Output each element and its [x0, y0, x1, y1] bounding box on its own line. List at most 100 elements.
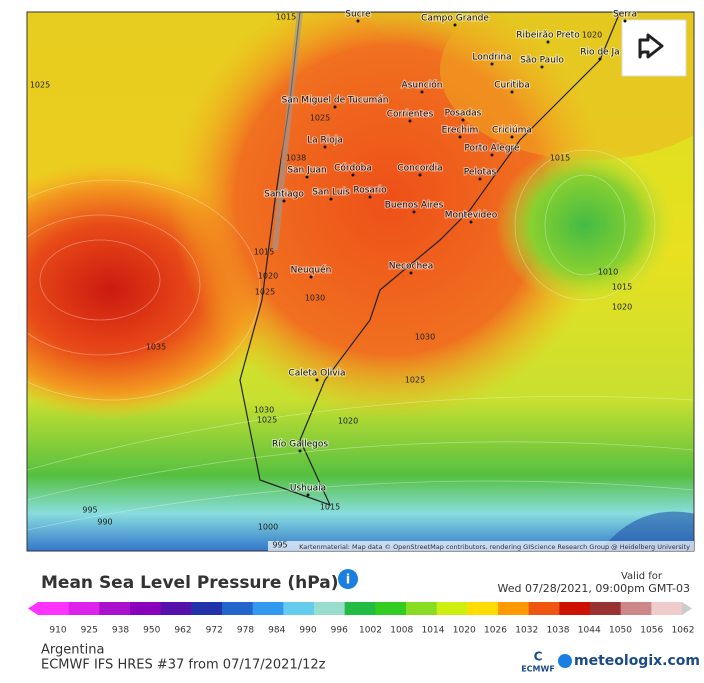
attribution-bg: [268, 541, 694, 551]
legend-swatch: [252, 602, 284, 615]
city-label: Londrina: [472, 53, 511, 63]
city-dot: [490, 153, 494, 157]
city-label: Serra: [613, 10, 637, 20]
isobar-label: 1030: [305, 294, 325, 303]
city-label: Asunción: [402, 80, 443, 91]
city-label: Montevideo: [445, 211, 498, 221]
svg-text:i: i: [346, 573, 350, 588]
valid-time: Wed 07/28/2021, 09:00pm GMT-03: [498, 582, 690, 595]
city-dot: [540, 65, 544, 69]
legend-label: 1026: [484, 626, 507, 636]
share-button[interactable]: [621, 19, 687, 77]
city-label: Buenos Aires: [385, 201, 444, 211]
legend-swatch: [68, 602, 100, 615]
isobar-label: 1038: [286, 154, 306, 163]
city-label: Neuquén: [291, 265, 332, 276]
isobar-label: 1015: [550, 154, 570, 163]
isobar-label: 1020: [258, 272, 278, 281]
city-label: San Miguel de Tucumán: [282, 96, 389, 106]
city-dot: [469, 220, 473, 224]
legend-label: 972: [206, 626, 223, 636]
city-label: Porto Alegre: [464, 144, 520, 154]
svg-text:C: C: [534, 650, 543, 664]
isobar-label: 1015: [612, 283, 632, 292]
legend-swatch: [191, 602, 223, 615]
city-label: Rosario: [353, 186, 387, 196]
isobar-label: 1035: [146, 343, 166, 352]
info-icon[interactable]: i: [338, 569, 358, 589]
legend-label: 1038: [547, 626, 570, 636]
isobar-label: 995: [272, 541, 287, 550]
city-dot: [356, 19, 360, 23]
city-dot: [490, 62, 494, 66]
legend-swatch: [620, 602, 652, 615]
legend-swatch: [406, 602, 438, 615]
isobar-label: 1010: [598, 268, 618, 277]
region: Argentina: [41, 643, 104, 658]
legend-swatch: [436, 602, 468, 615]
isobar-label: 995: [82, 506, 97, 515]
city-label: La Rioja: [307, 136, 343, 146]
city-label: Ushuaia: [290, 484, 326, 494]
isobar-label: 1015: [320, 503, 340, 512]
city-label: Pelotas: [464, 168, 497, 178]
city-label: Santiago: [264, 190, 304, 200]
city-dot: [298, 449, 302, 453]
legend-swatch: [130, 602, 162, 615]
isobar-label: 1020: [582, 31, 602, 40]
city-dot: [510, 135, 514, 139]
city-label: Posadas: [445, 109, 482, 119]
city-label: San Luis: [312, 188, 350, 198]
city-dot: [420, 90, 424, 94]
city-dot: [418, 173, 422, 177]
legend-label: 978: [237, 626, 254, 636]
legend-label: 1062: [672, 626, 695, 636]
legend-label: 1020: [453, 626, 476, 636]
legend-label: 984: [268, 626, 285, 636]
isobar-label: 1025: [310, 114, 330, 123]
legend-label: 1032: [515, 626, 538, 636]
legend-label: 925: [81, 626, 98, 636]
legend-label: 1050: [609, 626, 632, 636]
legend-swatch: [498, 602, 530, 615]
legend-title: Mean Sea Level Pressure (hPa): [41, 573, 338, 593]
legend-swatch: [99, 602, 131, 615]
isobar-label: 1020: [338, 417, 358, 426]
isobar-label: 1000: [258, 523, 278, 532]
legend-label: 990: [299, 626, 316, 636]
city-dot: [408, 119, 412, 123]
ecmwf-logo: C ECMWF: [521, 650, 555, 674]
ecmwf-text: ECMWF: [521, 665, 555, 674]
isobar-label: 1020: [612, 303, 632, 312]
isobar-label: 1025: [257, 416, 277, 425]
city-label: Erechim: [442, 126, 479, 136]
isobar-label: 1025: [405, 376, 425, 385]
isobar-label: 1015: [276, 13, 296, 22]
legend-label: 1002: [359, 626, 382, 636]
legend-swatch: [283, 602, 315, 615]
city-dot: [623, 19, 627, 23]
legend-swatch: [344, 602, 376, 615]
city-dot: [351, 173, 355, 177]
legend-swatch: [590, 602, 622, 615]
city-label: Curitiba: [494, 81, 529, 91]
legend-arrow-right: [682, 602, 692, 615]
city-dot: [323, 145, 327, 149]
brand: meteologix.com: [574, 653, 700, 669]
city-dot: [282, 199, 286, 203]
legend-label: 1014: [422, 626, 445, 636]
legend-label: 1008: [390, 626, 413, 636]
legend-label: 996: [331, 626, 348, 636]
city-dot: [368, 195, 372, 199]
legend-swatch: [528, 602, 560, 615]
city-dot: [510, 90, 514, 94]
legend-label: 938: [112, 626, 129, 636]
city-label: Ribeirão Preto: [516, 31, 580, 41]
legend-swatch: [559, 602, 591, 615]
city-label: Campo Grande: [421, 14, 489, 24]
isobar-label: 1030: [415, 333, 435, 342]
legend-swatch: [651, 602, 683, 615]
legend-swatch: [467, 602, 499, 615]
city-label: Necochea: [389, 262, 433, 272]
